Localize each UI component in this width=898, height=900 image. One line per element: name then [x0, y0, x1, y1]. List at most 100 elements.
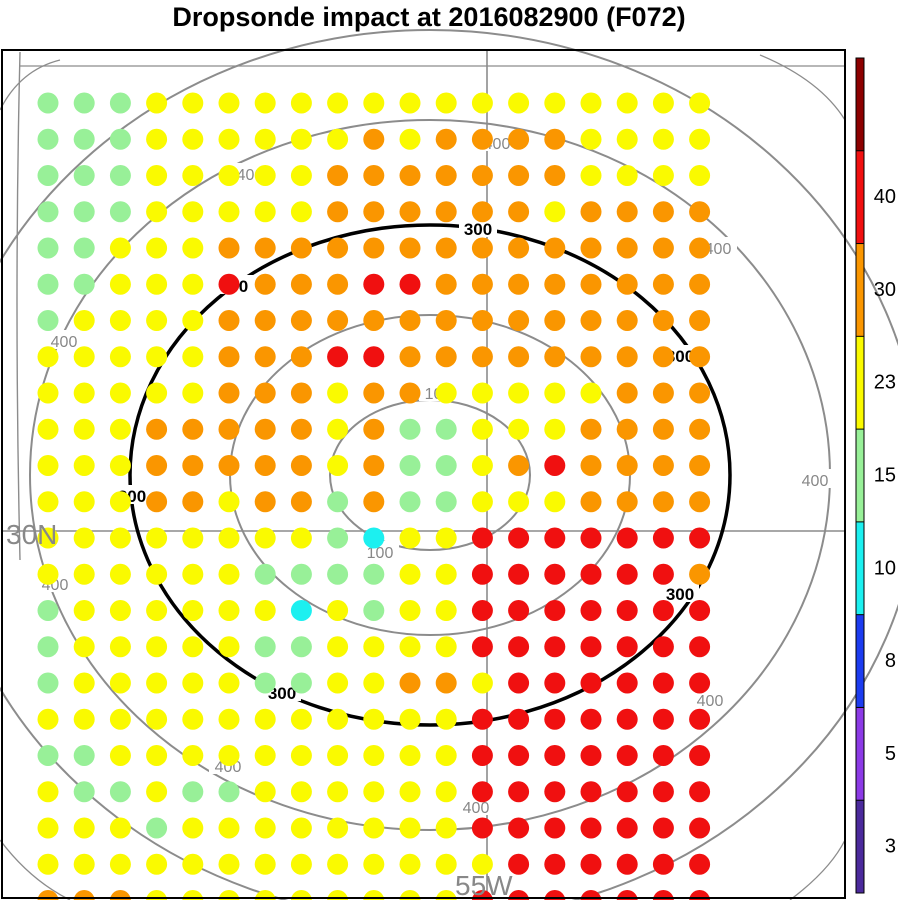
impact-dot [363, 781, 385, 803]
impact-dot [616, 817, 638, 839]
impact-dot [508, 418, 530, 440]
impact-dot [471, 455, 493, 476]
impact-dot [327, 636, 349, 658]
impact-dot [254, 346, 276, 368]
impact-dot [544, 382, 566, 404]
impact-dot [327, 491, 349, 513]
impact-dot [73, 92, 95, 114]
impact-dot [435, 781, 457, 803]
impact-dot [73, 418, 95, 440]
impact-dot [652, 600, 674, 621]
impact-dot [218, 346, 240, 368]
impact-dot [544, 636, 566, 658]
impact-dot [508, 92, 530, 114]
impact-dot [182, 781, 204, 803]
impact-dot [290, 708, 312, 730]
impact-dot [218, 817, 240, 839]
impact-dot [580, 455, 602, 476]
impact-dot [218, 310, 240, 331]
impact-dot [363, 237, 385, 259]
impact-dot [399, 382, 421, 404]
impact-dot [218, 382, 240, 404]
impact-dot [363, 563, 385, 585]
impact-dot [435, 817, 457, 839]
impact-dot [290, 817, 312, 839]
impact-dot [544, 672, 566, 694]
impact-dot [73, 745, 95, 766]
impact-dot [689, 237, 711, 259]
impact-dot [508, 491, 530, 513]
impact-dot [580, 600, 602, 621]
impact-dot [218, 128, 240, 150]
impact-dot [37, 237, 59, 259]
impact-dot [363, 491, 385, 513]
impact-dot [327, 92, 349, 114]
impact-dot [363, 382, 385, 404]
impact-dot [254, 455, 276, 476]
meridian-line [16, 51, 21, 561]
impact-dot [37, 346, 59, 368]
impact-dot [37, 672, 59, 694]
graticule-curve [759, 54, 846, 121]
impact-dot [399, 310, 421, 331]
impact-dot [616, 708, 638, 730]
impact-dot [508, 310, 530, 331]
impact-dot [182, 491, 204, 513]
impact-dot [37, 817, 59, 839]
impact-dot [254, 382, 276, 404]
impact-dot [182, 310, 204, 331]
impact-dot [580, 781, 602, 803]
impact-dot [616, 853, 638, 875]
impact-dot [109, 563, 131, 585]
impact-dot [290, 128, 312, 150]
impact-dot [109, 745, 131, 766]
impact-dot [182, 128, 204, 150]
impact-dot [182, 418, 204, 440]
impact-dot [218, 853, 240, 875]
impact-dot [146, 201, 168, 223]
impact-dot [290, 600, 312, 621]
impact-dot [290, 201, 312, 223]
contour-label-bg [459, 218, 497, 237]
impact-dot [435, 708, 457, 730]
impact-dot [37, 781, 59, 803]
impact-dot [290, 455, 312, 476]
impact-dot [652, 672, 674, 694]
impact-dot [399, 346, 421, 368]
impact-dot [471, 672, 493, 694]
impact-dot [254, 563, 276, 585]
impact-dot [363, 165, 385, 186]
impact-dot [182, 745, 204, 766]
impact-dot [363, 455, 385, 476]
impact-dot [508, 527, 530, 549]
impact-dot [327, 672, 349, 694]
impact-dot [146, 92, 168, 114]
impact-dot [290, 382, 312, 404]
impact-dot [290, 491, 312, 513]
impact-dot [471, 636, 493, 658]
colorbar-segment [856, 58, 864, 151]
impact-dot [508, 201, 530, 223]
colorbar-label: 3 [885, 836, 896, 858]
impact-dot [471, 273, 493, 295]
impact-dot [37, 563, 59, 585]
colorbar-label: 5 [885, 743, 896, 765]
impact-dot [544, 781, 566, 803]
impact-dot [254, 672, 276, 694]
colorbar-segment [856, 429, 864, 522]
impact-dot [399, 491, 421, 513]
contour-label: 400 [697, 693, 724, 710]
impact-dot [544, 201, 566, 223]
impact-dot [363, 636, 385, 658]
impact-dot [435, 128, 457, 150]
impact-dot [471, 708, 493, 730]
impact-dot [327, 708, 349, 730]
impact-dot [109, 600, 131, 621]
impact-dot [109, 92, 131, 114]
impact-dot [616, 672, 638, 694]
impact-dot [218, 745, 240, 766]
impact-dot [146, 563, 168, 585]
impact-dot [399, 201, 421, 223]
impact-dot [544, 563, 566, 585]
